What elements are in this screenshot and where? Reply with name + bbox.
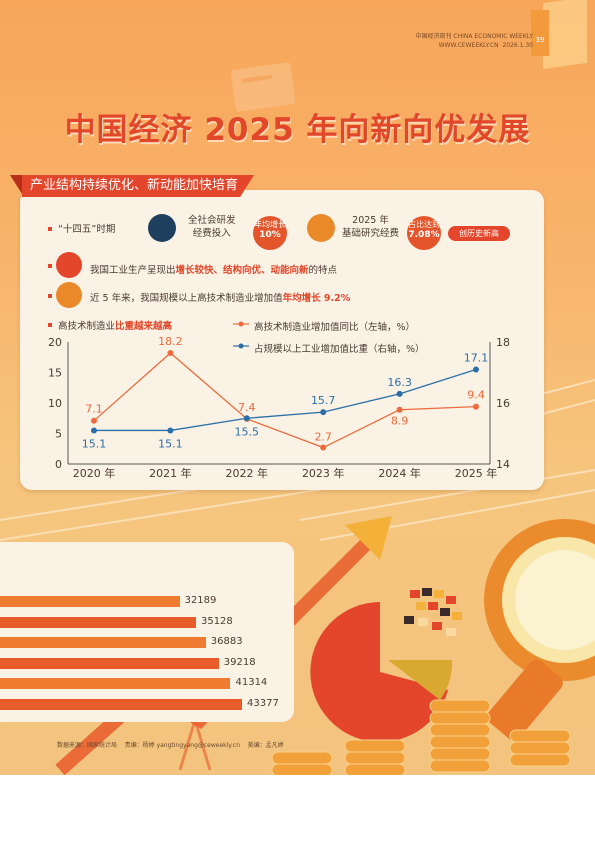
series-1-point [320, 444, 327, 451]
bar [0, 637, 206, 648]
y-right-tick-label: 16 [496, 397, 510, 410]
series-2-data-label: 15.7 [311, 394, 336, 407]
series-2-data-label: 15.1 [158, 437, 183, 450]
series-1-data-label: 7.4 [238, 401, 256, 414]
series-2-data-label: 17.1 [464, 351, 489, 364]
series-2-data-label: 15.5 [235, 425, 259, 438]
credits: 数据来源：国家统计局 责编：杨婷 yangtingyang@ceweekly.c… [57, 740, 284, 749]
series-1-data-label: 18.2 [158, 335, 183, 348]
series-1-point [167, 349, 174, 356]
series-1-point [396, 406, 403, 413]
legend-markers [233, 321, 249, 349]
y-left-tick-label: 15 [48, 367, 62, 380]
page-number: 39 [531, 10, 549, 56]
line-chart: 0 5 10 15 20 14 16 18 2020 年 2021 年 2022 年 2023 年 20… [48, 335, 510, 480]
series-2-point [473, 366, 479, 373]
running-header: 中国经济周刊 CHINA ECONOMIC WEEKLY WWW.CEWEEKL… [415, 32, 533, 50]
editor-credit: 责编：杨婷 yangtingyang@ceweekly.cn [124, 742, 240, 749]
series-2-point [91, 427, 97, 434]
rd-investment-label: 全社会研发 经费投入 [188, 215, 236, 239]
source-credit: 数据来源：国家统计局 [57, 742, 118, 749]
series-1-data-label: 8.9 [391, 415, 409, 428]
series-1-data-label: 7.1 [85, 403, 103, 416]
series-line-1 [93, 352, 477, 449]
bullet-icon [48, 294, 52, 298]
industry-feature-text: 我国工业生产呈现出增长较快、结构向优、动能向新的特点 [90, 265, 338, 276]
brain-gear-icon [56, 252, 82, 278]
issue-date: 2026.1.30 [502, 42, 533, 49]
section-title: 产业结构持续优化、新动能加快培育 [22, 175, 255, 197]
page-title: 中国经济 2025 年向新向优发展 [64, 112, 531, 148]
bar-value-label: 35128 [200, 615, 233, 627]
designer-credit: 美编：孟凡婷 [247, 742, 284, 749]
x-tick-label: 2025 年 [455, 466, 498, 480]
brand-en: CHINA ECONOMIC WEEKLY [453, 33, 533, 40]
bar-value-label: 43377 [247, 697, 279, 709]
rd-growth-bubble: 年均增长 10% [253, 216, 287, 250]
bar [0, 657, 219, 669]
series-1-point [473, 403, 479, 410]
bar-value-label: 36883 [210, 636, 243, 647]
series-2-data-label: 16.3 [387, 376, 412, 389]
x-tick-label: 2023 年 [302, 466, 345, 480]
structure-card: “十四五”时期 全社会研发 经费投入 年均增长 10% 2025 年基础研究经费 占… [20, 190, 544, 490]
bullet-icon [48, 323, 52, 327]
series-2-point [167, 427, 174, 434]
corner-decoration [543, 0, 587, 70]
basic-research-share-bubble: 占比达到 7.08% [407, 216, 441, 250]
bar [0, 596, 180, 607]
record-high-badge: 创历史新高 [448, 226, 510, 241]
bar [0, 678, 231, 689]
series-2-point [320, 409, 327, 416]
y-left-tick-label: 5 [55, 428, 62, 441]
y-right-tick-label: 14 [496, 458, 510, 471]
site-url: WWW.CEWEEKLY.CN [438, 42, 499, 49]
bar-value-label: 41314 [235, 677, 268, 688]
infographic-page: 39 中国经济周刊 CHINA ECONOMIC WEEKLY WWW.CEWE… [0, 0, 595, 775]
series-line-2 [94, 368, 477, 432]
series-1-point [91, 417, 97, 424]
bullet-icon [48, 264, 52, 268]
series-2-point [396, 390, 403, 397]
bar [0, 616, 196, 628]
series-1-data-label: 2.7 [314, 431, 332, 444]
bar-value-label: 32189 [184, 595, 217, 606]
bar-value-label: 39218 [223, 656, 256, 668]
basic-research-label: 2025 年基础研究经费 [342, 215, 400, 239]
lightbulb-icon [56, 282, 82, 308]
hightech-growth-text: 近 5 年来，我国规模以上高技术制造业增加值年均增长 9.2% [90, 293, 351, 304]
brand-cn: 中国经济周刊 [415, 33, 452, 40]
x-tick-label: 2024 年 [378, 466, 421, 480]
bullet-icon [48, 227, 52, 231]
legend-series-2: 占规模以上工业增加值比重（右轴，%） [254, 344, 425, 355]
x-tick-label: 2020 年 [73, 466, 116, 480]
series-1-data-label: 9.4 [467, 389, 485, 402]
x-tick-label: 2022 年 [226, 466, 269, 480]
chart-header: 高技术制造业比重越来越高 [58, 321, 173, 332]
x-tick-label: 2021 年 [149, 466, 192, 480]
research-computer-icon [148, 214, 176, 242]
y-right-tick-label: 18 [496, 336, 510, 349]
y-left-tick-label: 10 [48, 397, 62, 410]
background-decoration [0, 62, 595, 775]
y-left-tick-label: 20 [48, 336, 62, 349]
y-left-tick-label: 0 [55, 458, 62, 471]
period-label: “十四五”时期 [58, 224, 116, 235]
bar [0, 698, 242, 710]
bar-card [0, 542, 294, 722]
series-2-point [243, 415, 250, 422]
legend-series-1: 高技术制造业增加值同比（左轴，%） [254, 322, 416, 333]
coins-icon [307, 214, 335, 242]
series-2-data-label: 15.1 [82, 437, 107, 450]
